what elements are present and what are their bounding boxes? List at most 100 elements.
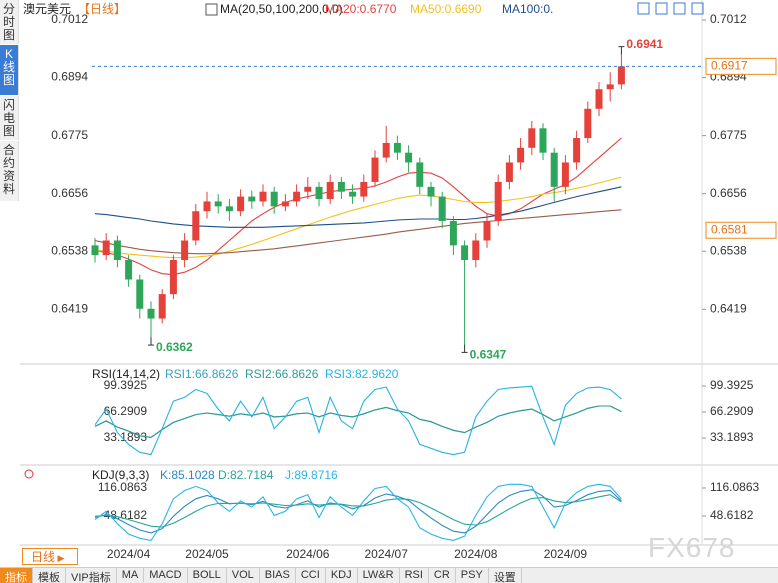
candle-body: [259, 191, 267, 202]
chart: 澳元美元 【日线】 MA(20,50,100,200,0,0)MA20:0.6770…: [20, 0, 778, 567]
toolbar-tab[interactable]: VOL: [227, 568, 260, 583]
y-tick-label: 0.6775: [710, 128, 747, 142]
candle-body: [169, 260, 177, 295]
candle-body: [203, 201, 211, 212]
y-tick-label: 66.2909: [710, 404, 754, 418]
candle-body: [416, 162, 424, 187]
toolbar-tab[interactable]: CCI: [296, 568, 326, 583]
sidebar-tab[interactable]: 合约资料: [0, 141, 19, 201]
candle-body: [349, 191, 357, 197]
toolbar-tab[interactable]: 设置: [489, 568, 522, 583]
candle-body: [113, 240, 121, 260]
toolbar-tab[interactable]: BIAS: [260, 568, 296, 583]
watermark: FX678: [648, 532, 736, 563]
candle-body: [494, 181, 502, 221]
toolbar-tab[interactable]: 指标: [0, 568, 33, 583]
legend-entry: J:89.8716: [285, 468, 338, 482]
toolbar-tab[interactable]: 模板: [33, 568, 66, 583]
sidebar-tab[interactable]: 分时图: [0, 0, 19, 44]
y-tick-label: 48.6182: [710, 508, 754, 522]
panel-title: KDJ(9,3,3): [92, 468, 149, 482]
candle-body: [225, 206, 233, 212]
ma-line: [94, 137, 622, 276]
y-tick-label: 99.3925: [710, 378, 754, 392]
candle-body: [326, 181, 334, 200]
candle-body: [192, 211, 200, 241]
toolbar-tab[interactable]: VIP指标: [66, 568, 117, 583]
panel-title: RSI(14,14,2): [92, 367, 160, 381]
y-tick-label: 0.6656: [710, 186, 747, 200]
y-tick-label: 33.1893: [710, 430, 754, 444]
candle-body: [517, 147, 525, 163]
price-tag-label: 0.6917: [711, 59, 748, 73]
indicator-icon: [24, 469, 34, 479]
chart-title: 澳元美元: [23, 2, 71, 16]
indicator-line: [94, 483, 622, 542]
x-tick-label: 2024/09: [544, 547, 588, 561]
x-tick-label: 2024/07: [365, 547, 409, 561]
candle-body: [237, 196, 245, 212]
candle-body: [584, 108, 592, 139]
toolbar-tab[interactable]: CR: [429, 568, 456, 583]
price-tag: [705, 57, 777, 75]
y-tick-label: 0.6894: [51, 70, 88, 84]
candle-body: [405, 152, 413, 163]
candle-body: [91, 245, 99, 256]
y-tick-label: 116.0863: [710, 480, 759, 494]
legend-entry: RSI3:82.9620: [325, 367, 399, 381]
legend-entry: RSI2:66.8626: [245, 367, 319, 381]
candle-body: [449, 220, 457, 246]
legend-entry: MA50:0.6690: [410, 2, 482, 16]
y-tick-label: 116.0863: [98, 480, 147, 494]
y-tick-label: 0.7012: [710, 12, 747, 26]
x-tick-label: 2024/04: [107, 547, 151, 561]
candle-body: [561, 162, 569, 187]
toolbar-tab[interactable]: LW&R: [358, 568, 400, 583]
settings-icon: [205, 3, 218, 16]
x-tick-label: 2024/05: [185, 547, 229, 561]
candle-body: [595, 89, 603, 109]
candle-body: [270, 191, 278, 207]
y-tick-label: 0.6538: [51, 243, 88, 257]
candle-body: [136, 279, 144, 309]
price-tag-label: 0.6581: [711, 222, 748, 236]
annotation: 0.6347: [470, 348, 507, 362]
candle-body: [371, 157, 379, 182]
toolbar-tab[interactable]: BOLL: [188, 568, 227, 583]
candle-body: [461, 245, 469, 260]
candle-body: [393, 142, 401, 153]
candle-body: [438, 196, 446, 221]
legend-entry: MA20:0.6770: [325, 2, 397, 16]
annotation: 0.6362: [156, 340, 193, 354]
ma-line: [94, 186, 622, 228]
x-tick-label: 2024/06: [286, 547, 330, 561]
background: [20, 0, 778, 567]
toolbar-tab[interactable]: MA: [117, 568, 145, 583]
toolbar-tab[interactable]: RSI: [400, 568, 429, 583]
y-tick-label: 48.6182: [104, 508, 148, 522]
legend-entry: D:82.7184: [218, 468, 274, 482]
candle-body: [147, 308, 155, 319]
toolbar-tab[interactable]: MACD: [144, 568, 188, 583]
candle-body: [315, 186, 323, 200]
candle-body: [528, 128, 536, 148]
candle-body: [337, 181, 345, 192]
candle-body: [102, 240, 110, 256]
y-tick-label: 0.6538: [710, 243, 747, 257]
toolbar-tab[interactable]: PSY: [456, 568, 489, 583]
legend-entry: RSI1:66.8626: [165, 367, 239, 381]
candle-body: [573, 138, 581, 163]
toolbar-icons[interactable]: [637, 2, 704, 15]
price-tag: [705, 221, 777, 239]
y-tick-label: 99.3925: [104, 378, 148, 392]
y-tick-label: 33.1893: [104, 430, 148, 444]
sidebar-tab[interactable]: K线图: [0, 45, 19, 95]
candle-body: [214, 201, 222, 207]
toolbar-tab[interactable]: KDJ: [326, 568, 358, 583]
chart-subtitle: 【日线】: [78, 2, 126, 16]
period-button[interactable]: 日线: [22, 548, 78, 565]
sidebar-tab[interactable]: 闪电图: [0, 96, 19, 140]
candle-body: [248, 196, 256, 202]
y-tick-label: 66.2909: [104, 404, 148, 418]
